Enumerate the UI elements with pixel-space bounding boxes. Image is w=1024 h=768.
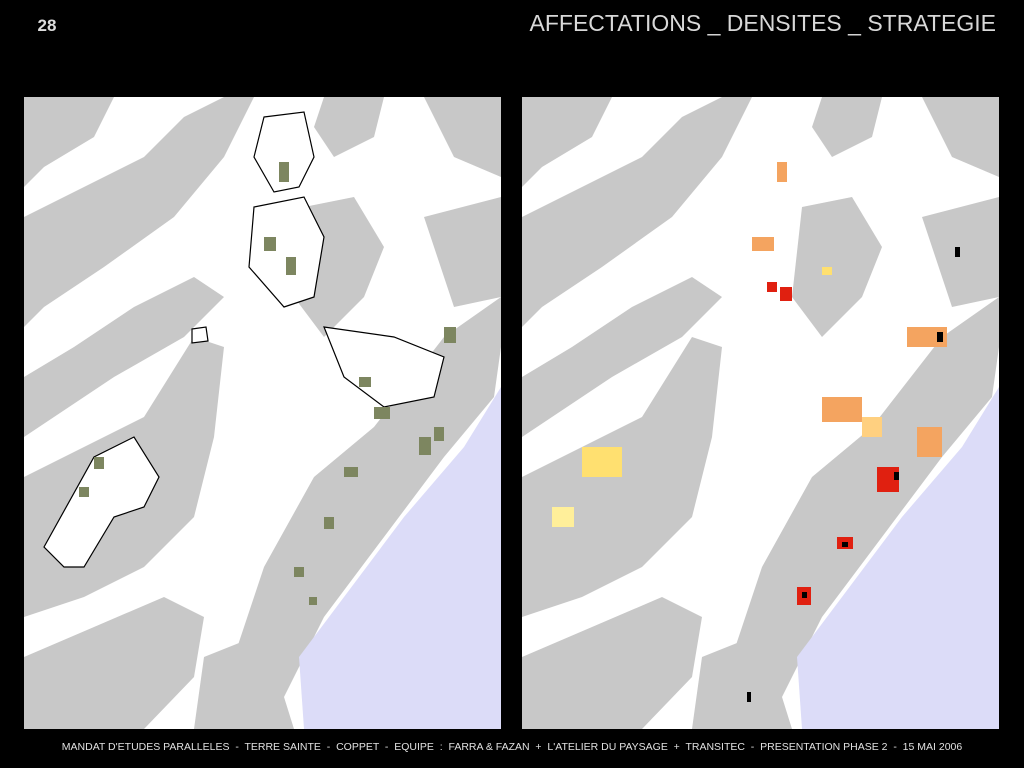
slide-footer: MANDAT D'ETUDES PARALLELES - TERRE SAINT… — [62, 741, 963, 753]
page-number: 28 — [38, 16, 57, 35]
right-map — [522, 97, 999, 729]
slide-title: AFFECTATIONS _ DENSITES _ STRATEGIE — [530, 10, 996, 36]
density-patches — [552, 162, 960, 702]
base-map — [24, 97, 501, 729]
zones — [43, 111, 445, 568]
left-map — [24, 97, 501, 729]
base-map — [522, 97, 999, 729]
land-use-patches — [79, 162, 456, 605]
